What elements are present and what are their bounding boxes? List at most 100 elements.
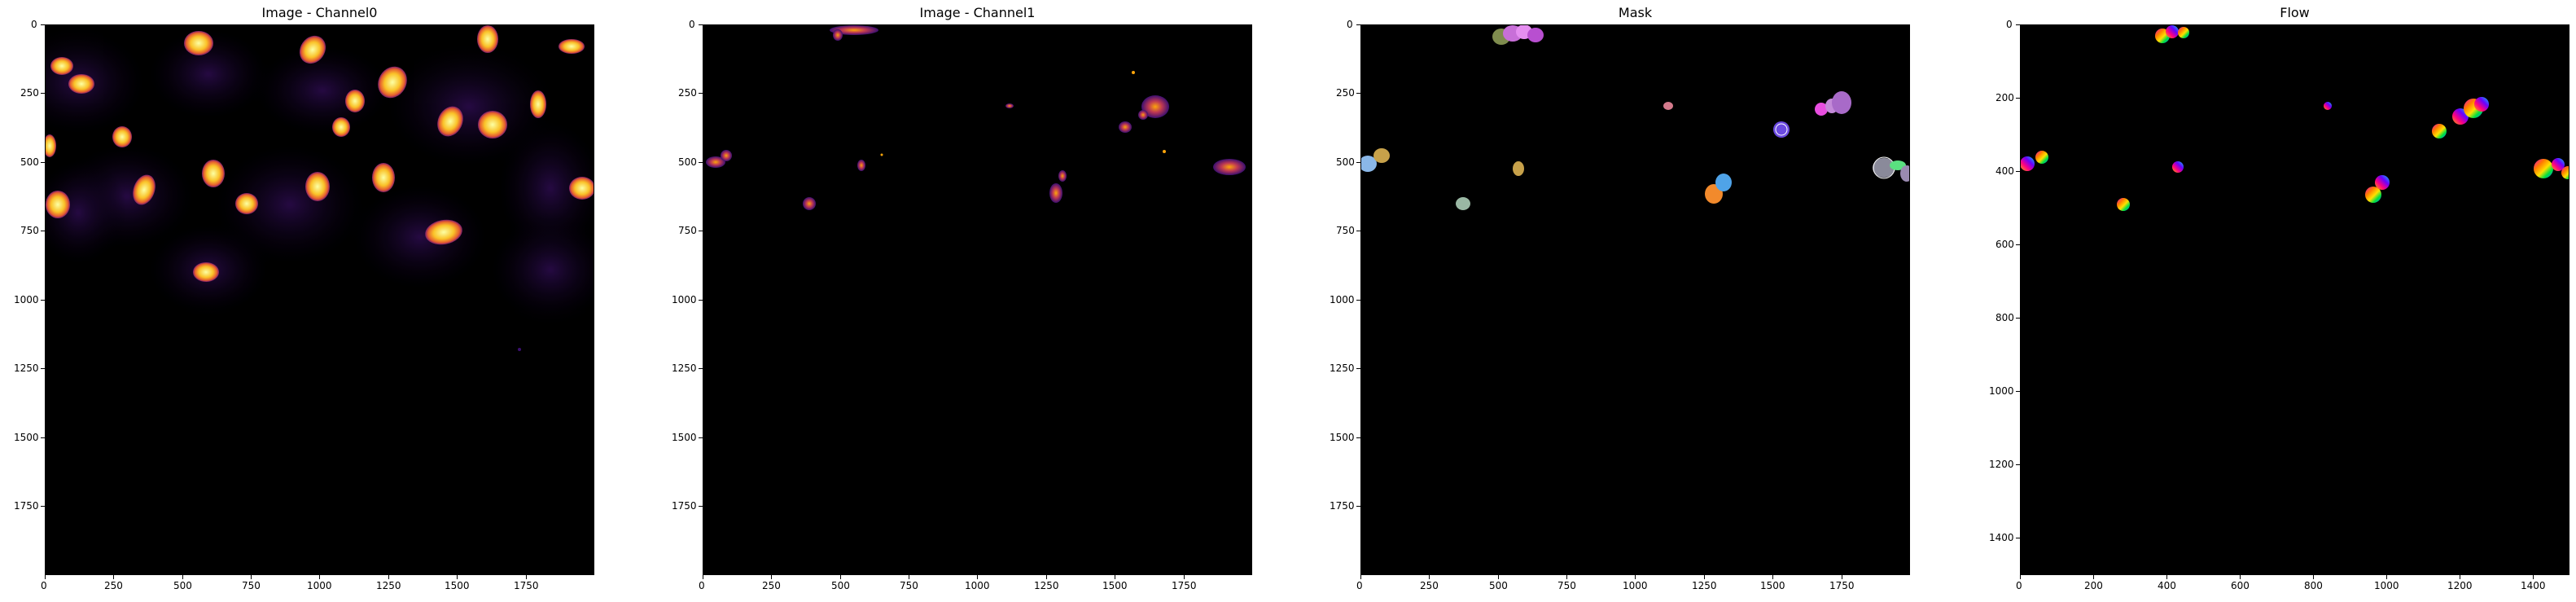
y-tick-mark bbox=[1356, 437, 1360, 438]
x-tick-mark bbox=[457, 575, 458, 579]
y-tick-label: 1250 bbox=[14, 363, 39, 374]
image-plot bbox=[703, 24, 1252, 575]
y-tick-mark bbox=[41, 93, 45, 94]
y-tick-mark bbox=[2016, 24, 2020, 25]
x-tick-label: 0 bbox=[1356, 580, 1363, 591]
y-tick-mark bbox=[1356, 93, 1360, 94]
y-tick-label: 1000 bbox=[1989, 385, 2014, 397]
y-tick-label: 1500 bbox=[14, 432, 39, 443]
x-tick-mark bbox=[2240, 575, 2241, 579]
x-tick-mark bbox=[1566, 575, 1567, 579]
y-tick-label: 800 bbox=[1996, 312, 2014, 323]
x-tick-label: 1500 bbox=[1102, 580, 1128, 591]
x-tick-mark bbox=[2020, 575, 2021, 579]
y-tick-mark bbox=[41, 300, 45, 301]
y-tick-label: 750 bbox=[20, 225, 39, 236]
image-plot bbox=[2020, 24, 2569, 575]
x-tick-mark bbox=[977, 575, 978, 579]
flow-image bbox=[2021, 25, 2569, 211]
x-tick-label: 1250 bbox=[1034, 580, 1059, 591]
x-tick-label: 500 bbox=[831, 580, 850, 591]
x-tick-label: 500 bbox=[173, 580, 192, 591]
y-tick-mark bbox=[1356, 300, 1360, 301]
y-tick-mark bbox=[1356, 162, 1360, 163]
x-tick-label: 750 bbox=[1557, 580, 1576, 591]
y-tick-label: 750 bbox=[1336, 225, 1355, 236]
y-tick-label: 1250 bbox=[672, 363, 697, 374]
x-tick-mark bbox=[1704, 575, 1705, 579]
y-tick-label: 500 bbox=[1336, 156, 1355, 168]
x-tick-mark bbox=[526, 575, 527, 579]
x-tick-label: 1750 bbox=[1829, 580, 1855, 591]
x-tick-mark bbox=[113, 575, 114, 579]
y-tick-mark bbox=[1356, 506, 1360, 507]
y-tick-mark bbox=[1356, 368, 1360, 369]
x-tick-mark bbox=[182, 575, 183, 579]
y-tick-label: 750 bbox=[678, 225, 697, 236]
y-tick-label: 400 bbox=[1996, 165, 2014, 177]
x-tick-mark bbox=[45, 575, 46, 579]
x-tick-label: 1500 bbox=[445, 580, 470, 591]
y-tick-mark bbox=[41, 24, 45, 25]
x-tick-label: 400 bbox=[2158, 580, 2176, 591]
image-plot bbox=[1360, 24, 1910, 575]
y-tick-label: 250 bbox=[678, 87, 697, 99]
x-tick-mark bbox=[1498, 575, 1499, 579]
y-tick-mark bbox=[2016, 464, 2020, 465]
x-tick-label: 1750 bbox=[514, 580, 539, 591]
y-tick-mark bbox=[699, 506, 703, 507]
y-tick-label: 1250 bbox=[1330, 363, 1355, 374]
y-tick-mark bbox=[2016, 318, 2020, 319]
y-tick-label: 250 bbox=[1336, 87, 1355, 99]
y-tick-label: 0 bbox=[1347, 19, 1353, 30]
y-tick-label: 1500 bbox=[672, 432, 697, 443]
y-tick-mark bbox=[699, 300, 703, 301]
x-tick-mark bbox=[840, 575, 841, 579]
x-tick-label: 250 bbox=[1420, 580, 1439, 591]
x-tick-label: 0 bbox=[2016, 580, 2022, 591]
x-tick-mark bbox=[319, 575, 320, 579]
y-tick-mark bbox=[2016, 391, 2020, 392]
x-tick-mark bbox=[1635, 575, 1636, 579]
x-tick-mark bbox=[1360, 575, 1361, 579]
x-tick-mark bbox=[251, 575, 252, 579]
panel-title: Image - Channel0 bbox=[261, 5, 378, 20]
y-tick-mark bbox=[41, 162, 45, 163]
x-tick-label: 0 bbox=[41, 580, 47, 591]
x-tick-label: 750 bbox=[900, 580, 918, 591]
y-tick-label: 1200 bbox=[1989, 459, 2014, 470]
y-tick-label: 1750 bbox=[672, 500, 697, 512]
y-tick-mark bbox=[699, 93, 703, 94]
panel-title: Flow bbox=[2280, 5, 2310, 20]
x-tick-mark bbox=[2166, 575, 2167, 579]
y-tick-label: 500 bbox=[678, 156, 697, 168]
y-tick-label: 200 bbox=[1996, 92, 2014, 103]
y-tick-mark bbox=[41, 506, 45, 507]
y-tick-label: 1000 bbox=[1330, 294, 1355, 305]
y-tick-mark bbox=[699, 437, 703, 438]
x-tick-label: 1250 bbox=[376, 580, 401, 591]
x-tick-label: 600 bbox=[2231, 580, 2250, 591]
y-tick-label: 1000 bbox=[14, 294, 39, 305]
x-tick-label: 250 bbox=[104, 580, 123, 591]
x-tick-label: 1200 bbox=[2447, 580, 2473, 591]
panel-title: Mask bbox=[1618, 5, 1653, 20]
y-tick-mark bbox=[41, 368, 45, 369]
x-tick-label: 750 bbox=[242, 580, 261, 591]
x-tick-mark bbox=[1184, 575, 1185, 579]
panel-title: Image - Channel1 bbox=[919, 5, 1036, 20]
x-tick-label: 800 bbox=[2304, 580, 2323, 591]
mask-image bbox=[1361, 25, 1909, 210]
y-tick-label: 1400 bbox=[1989, 532, 2014, 543]
x-tick-label: 1000 bbox=[2374, 580, 2399, 591]
x-tick-mark bbox=[2533, 575, 2534, 579]
y-tick-mark bbox=[699, 162, 703, 163]
x-tick-label: 1000 bbox=[307, 580, 332, 591]
y-tick-label: 1500 bbox=[1330, 432, 1355, 443]
y-tick-label: 1750 bbox=[14, 500, 39, 512]
y-tick-label: 0 bbox=[689, 19, 695, 30]
y-tick-label: 1000 bbox=[672, 294, 697, 305]
x-tick-label: 1500 bbox=[1760, 580, 1785, 591]
x-tick-mark bbox=[1772, 575, 1773, 579]
x-tick-label: 200 bbox=[2084, 580, 2103, 591]
